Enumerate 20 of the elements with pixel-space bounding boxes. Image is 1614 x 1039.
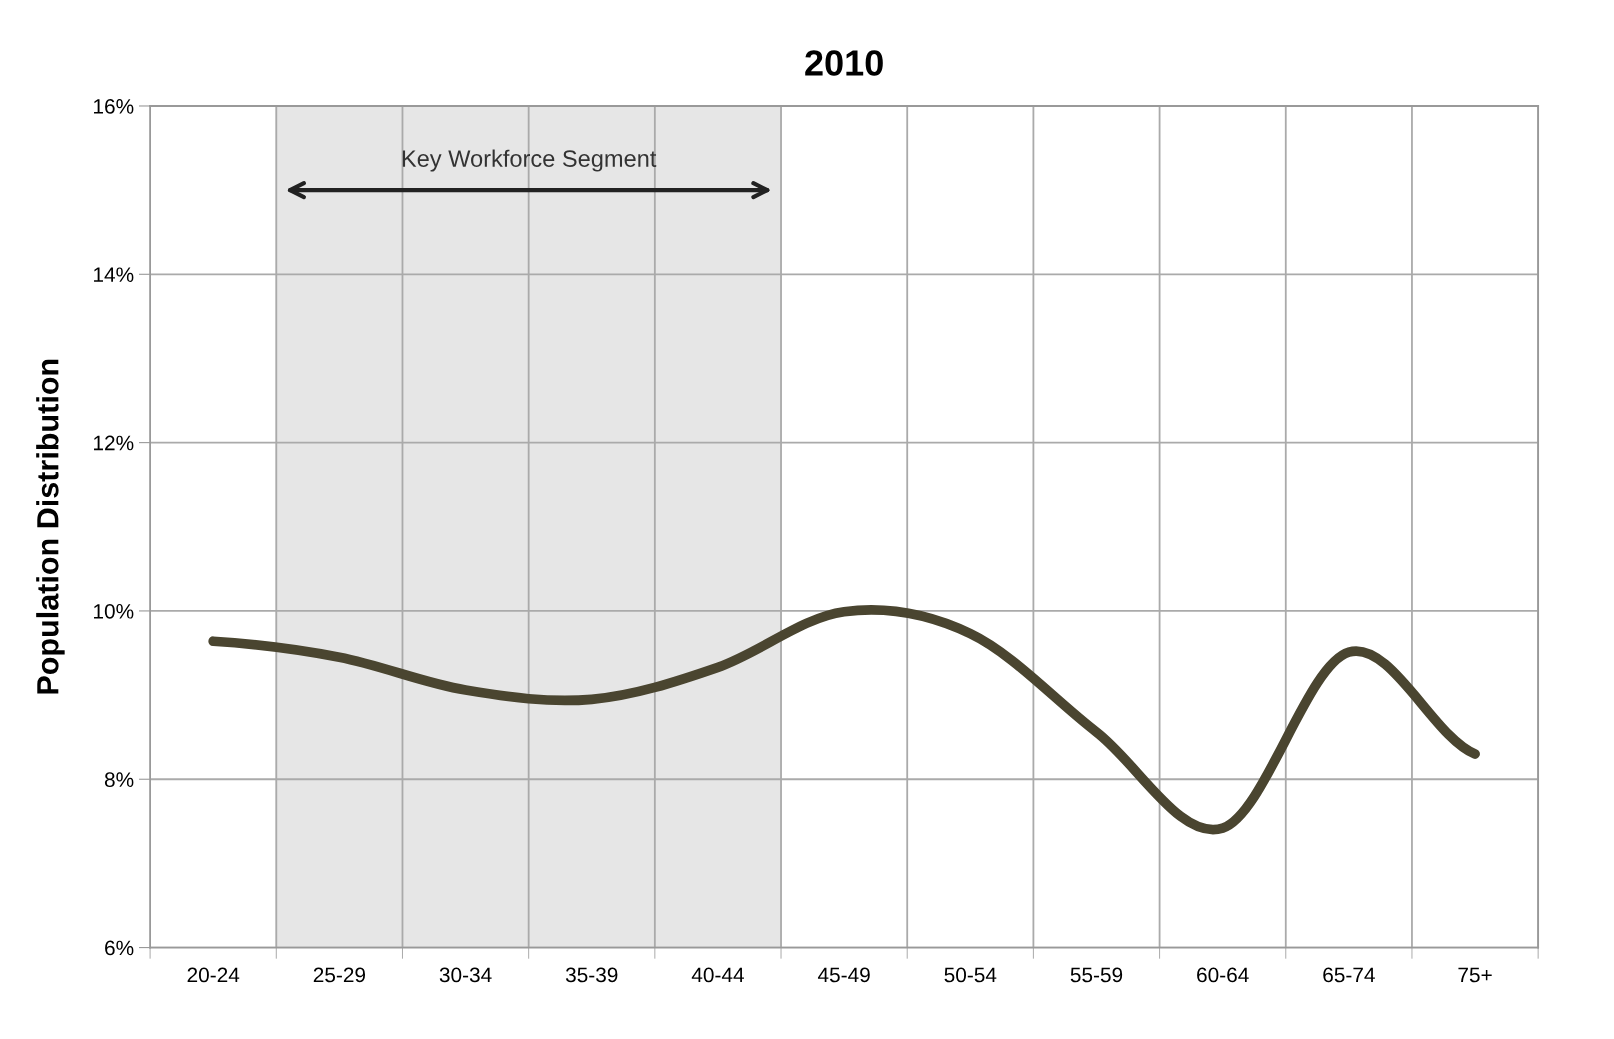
band-label: Key Workforce Segment (402, 149, 657, 172)
x-tick-label: 35-39 (565, 967, 618, 983)
x-tick-label: 55-59 (1070, 967, 1123, 983)
y-tick-label: 8% (104, 772, 134, 787)
x-tick-label: 50-54 (944, 967, 997, 983)
x-tick-label: 65-74 (1323, 967, 1375, 983)
x-tick-label: 20-24 (187, 967, 240, 983)
x-tick-label: 30-34 (439, 967, 492, 983)
chart-title: 2010 (805, 50, 883, 76)
x-tick-label: 45-49 (817, 967, 870, 983)
x-tick-label: 25-29 (313, 967, 366, 983)
y-tick-label: 10% (94, 603, 134, 619)
x-tick-label: 60-64 (1197, 967, 1249, 983)
y-tick-label: 12% (94, 435, 134, 451)
x-tick-label: 75+ (1458, 967, 1492, 983)
y-tick-label: 16% (94, 98, 134, 114)
y-tick-label: 14% (94, 267, 134, 282)
x-tick-label: 40-44 (691, 967, 744, 983)
y-axis-title: Population Distribution (36, 359, 65, 694)
y-tick-label: 6% (105, 940, 134, 956)
